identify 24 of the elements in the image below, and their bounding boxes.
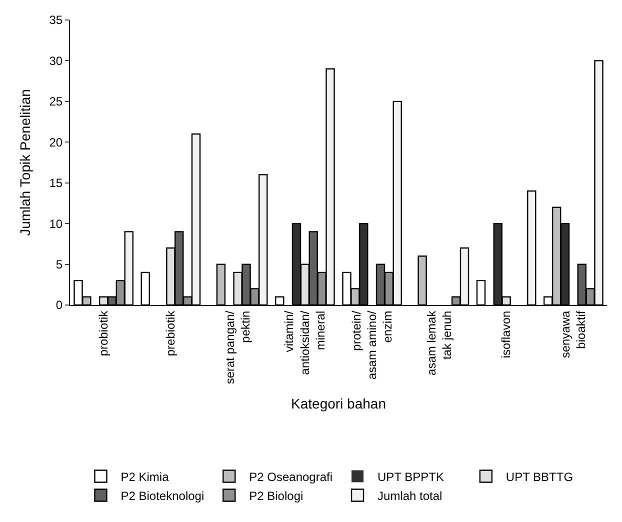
y-tick-label: 10 <box>49 216 63 231</box>
legend-label: P2 Bioteknologi <box>120 488 204 503</box>
x-tick-label: probiotik <box>96 310 110 356</box>
legend-label: P2 Oseanografi <box>249 470 333 484</box>
x-tick-label: serat pangan/ pektin <box>222 310 253 384</box>
legend-label: UPT BBTTG <box>506 470 574 484</box>
y-tick-label: 25 <box>49 94 63 109</box>
y-tick-label: 30 <box>49 54 63 68</box>
y-tick-label: 35 <box>49 13 63 28</box>
y-axis-title: Jumlah Topik Penelitian <box>16 89 33 236</box>
y-tick-label: 0 <box>56 298 63 312</box>
x-tick-label: vitamin/ antioksidan/ mineral <box>282 310 328 375</box>
legend-label: P2 Biologi <box>249 488 304 503</box>
x-tick-label: isoflavon <box>499 310 514 358</box>
y-tick-label: 5 <box>56 257 63 272</box>
legend-label: P2 Kimia <box>120 470 170 484</box>
y-tick-label: 15 <box>49 176 63 190</box>
x-tick-label: senyawa bioaktif <box>558 310 588 358</box>
y-tick-label: 20 <box>49 135 63 150</box>
x-tick-label: prebiotik <box>164 310 178 356</box>
legend-label: Jumlah total <box>378 488 442 503</box>
x-tick-label: protein/ asam amino/ enzim <box>349 310 395 380</box>
x-axis-title: Kategori bahan <box>291 395 386 412</box>
legend-label: UPT BPPTK <box>378 470 444 484</box>
